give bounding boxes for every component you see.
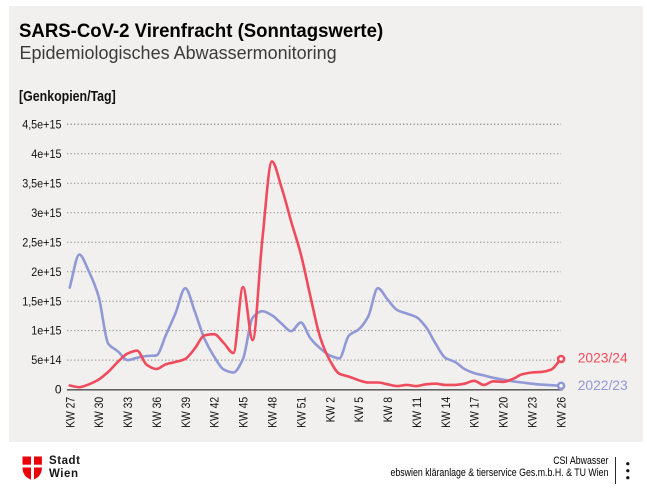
svg-text:3,5e+15: 3,5e+15 <box>22 176 62 190</box>
svg-text:2023/24: 2023/24 <box>578 350 628 366</box>
svg-text:KW 51: KW 51 <box>294 397 308 428</box>
svg-text:KW 33: KW 33 <box>121 397 135 428</box>
svg-text:2e+15: 2e+15 <box>31 265 62 279</box>
svg-text:KW 20: KW 20 <box>497 397 511 428</box>
svg-text:2022/23: 2022/23 <box>578 377 628 393</box>
svg-text:1,5e+15: 1,5e+15 <box>22 294 62 308</box>
svg-text:4,5e+15: 4,5e+15 <box>22 117 62 131</box>
svg-text:KW 5: KW 5 <box>352 397 366 423</box>
svg-text:0: 0 <box>55 383 62 397</box>
svg-text:3e+15: 3e+15 <box>31 206 62 220</box>
svg-text:KW 30: KW 30 <box>92 397 106 428</box>
svg-text:4e+15: 4e+15 <box>31 147 62 161</box>
svg-text:1e+15: 1e+15 <box>31 324 62 338</box>
svg-text:KW 27: KW 27 <box>63 397 77 428</box>
svg-text:KW 26: KW 26 <box>554 397 568 428</box>
svg-text:KW 23: KW 23 <box>526 397 540 428</box>
svg-text:KW 11: KW 11 <box>410 397 424 428</box>
svg-text:KW 48: KW 48 <box>266 397 280 428</box>
svg-text:KW 14: KW 14 <box>439 397 453 428</box>
svg-text:KW 42: KW 42 <box>208 397 222 428</box>
svg-text:KW 39: KW 39 <box>179 397 193 428</box>
svg-text:KW 2: KW 2 <box>323 397 337 423</box>
svg-text:2,5e+15: 2,5e+15 <box>22 235 62 249</box>
svg-text:KW 45: KW 45 <box>237 397 251 428</box>
svg-text:KW 36: KW 36 <box>150 397 164 428</box>
svg-text:KW 17: KW 17 <box>468 397 482 428</box>
svg-text:5e+14: 5e+14 <box>31 353 62 367</box>
svg-text:KW 8: KW 8 <box>381 397 395 423</box>
